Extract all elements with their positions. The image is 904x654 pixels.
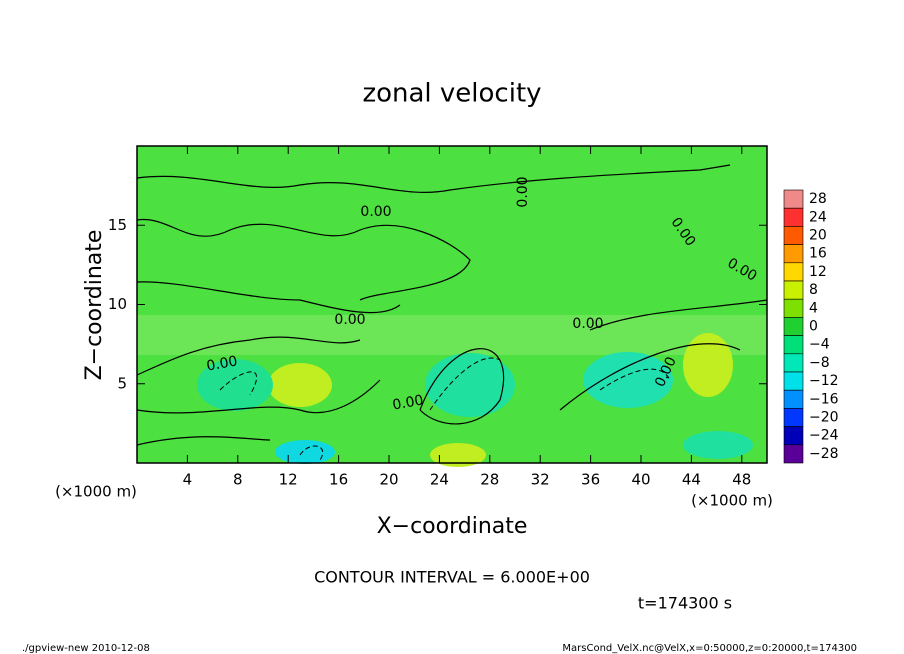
field-blob [430,443,486,467]
colorbar-label: 20 [809,228,827,244]
x-tick-label: 48 [732,471,751,489]
colorbar-label: −8 [809,355,830,371]
x-tick-label: 28 [480,471,499,489]
colorbar-label: 12 [809,264,827,280]
x-tick-label: 16 [329,471,348,489]
colorbar-label: 4 [809,300,818,316]
colorbar-cell [783,262,804,282]
contour-label: 0.00 [360,204,391,220]
colorbar-label: −28 [809,446,839,462]
contour-dashed [219,357,671,461]
x-tick-label: 40 [631,471,650,489]
x-tick-label: 36 [581,471,600,489]
colorbar-label: 28 [809,191,827,207]
y-tick-label: 10 [108,295,127,313]
contour-interval: CONTOUR INTERVAL = 6.000E+00 [314,568,590,587]
field-blob [268,363,332,407]
field-blob [197,359,273,411]
colorbar-label: 8 [809,282,818,298]
y-tick-label: 15 [108,216,127,234]
colorbar-label: −12 [809,373,839,389]
field-blob [275,440,335,464]
colorbar-cell [783,335,804,355]
colorbar-label: −16 [809,391,839,407]
x-unit: (×1000 m) [691,492,773,510]
field [136,146,768,467]
contour-line [136,164,768,446]
colorbar-cell [783,189,804,209]
x-tick-label: 4 [183,471,193,489]
colorbar-label: 24 [809,209,827,225]
colorbar-label: −4 [809,337,830,353]
x-axis-label: X−coordinate [377,514,528,539]
colorbar-cell [783,298,804,318]
contour-label: 0.00 [205,353,238,374]
x-unit: (×1000 m) [55,483,137,501]
field-blob [683,431,753,459]
contour-label: 0.00 [391,392,424,413]
colorbar-cell [783,280,804,300]
field-band [137,315,767,355]
x-tick-label: 8 [233,471,243,489]
colorbar-cell [783,389,804,409]
colorbar-cell [783,353,804,373]
y-tick-label: 5 [117,374,127,392]
field-background [137,146,767,463]
chart-title: zonal velocity [362,79,541,109]
colorbar-cell [783,426,804,446]
colorbar-cell [783,408,804,427]
colorbar-label: 0 [809,319,818,335]
colorbar-label: 16 [809,246,827,262]
colorbar-cell [783,244,804,264]
contour-label: 0.00 [334,312,365,328]
colorbar-cell [783,444,804,464]
contour-label: 0.00 [515,176,531,207]
x-tick-label: 32 [531,471,550,489]
colorbar-cell [783,371,804,391]
x-tick-label: 24 [430,471,449,489]
field-blob [425,353,515,417]
y-axis-label: Z−coordinate [82,230,107,381]
x-tick-label: 12 [279,471,298,489]
contour-label: 0.00 [572,316,603,332]
x-tick-label: 44 [682,471,701,489]
field-blob [683,333,733,397]
colorbar-label: −20 [809,410,839,426]
footer-right: MarsCond_VelX.nc@VelX,x=0:50000,z=0:2000… [562,643,857,654]
colorbar-cell [783,207,804,227]
colorbar-cell [783,226,804,245]
colorbar-cell [783,317,804,336]
footer-left: ./gpview-new 2010-12-08 [22,643,150,654]
field-blob [583,352,673,408]
time-label: t=174300 s [638,594,732,613]
x-tick-label: 20 [379,471,398,489]
colorbar-label: −24 [809,428,839,444]
